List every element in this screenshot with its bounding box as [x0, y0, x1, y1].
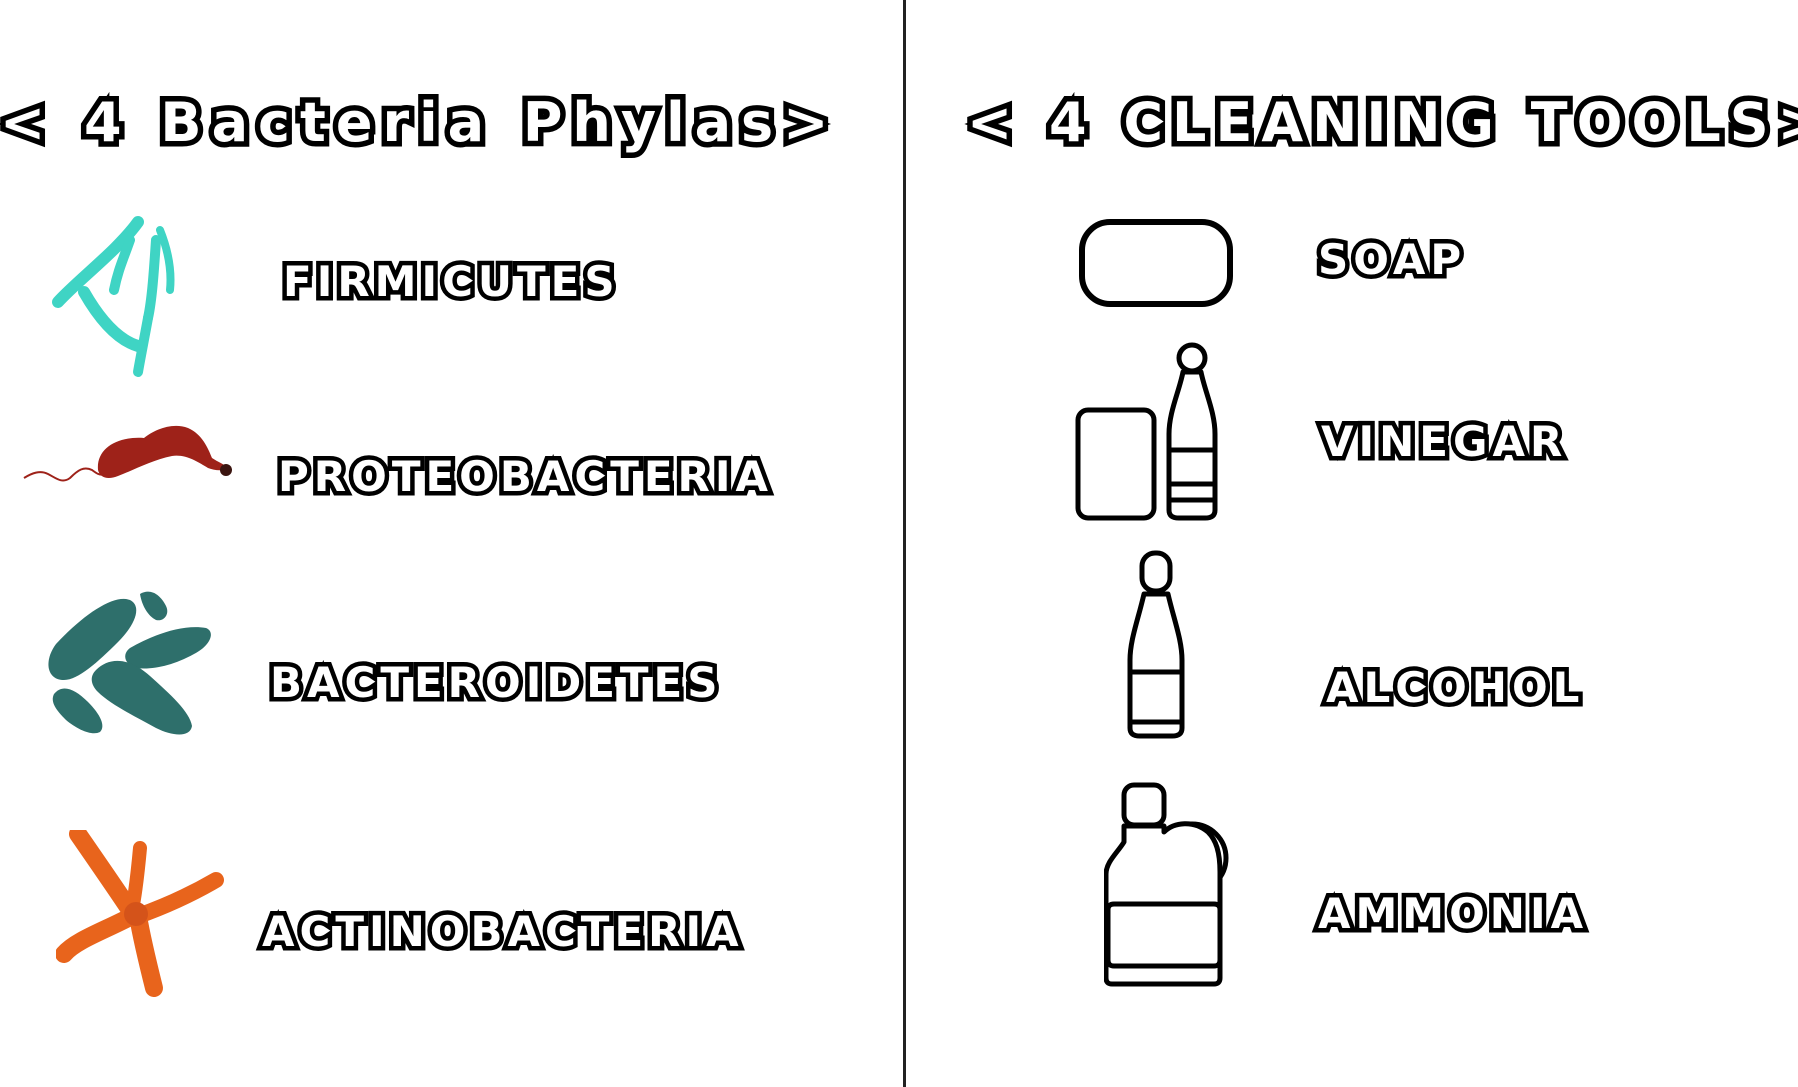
- soap-label: SOAP: [1313, 231, 1467, 289]
- bacteria-phyla-title: < 4 Bacteria Phylas>: [0, 86, 839, 160]
- bacteroidetes-label: BACTEROIDETES: [266, 654, 723, 712]
- vinegar-bottle-icon: [1075, 342, 1218, 521]
- vinegar-label: VINEGAR: [1316, 413, 1568, 471]
- proteobacteria-label: PROTEOBACTERIA: [273, 448, 774, 506]
- ammonia-jug-icon: [1104, 782, 1229, 987]
- bacteroidetes-bacteria-icon: [48, 591, 211, 735]
- panel-divider: [903, 0, 906, 1087]
- ammonia-label: AMMONIA: [1313, 885, 1589, 943]
- alcohol-label: ALCOHOL: [1321, 659, 1585, 717]
- alcohol-bottle-icon: [1127, 550, 1185, 739]
- soap-bar-icon: [1079, 219, 1233, 307]
- firmicutes-bacteria-icon: [52, 216, 175, 377]
- actinobacteria-bacteria-icon: [56, 830, 224, 997]
- cleaning-tools-title: < 4 CLEANING TOOLS>: [962, 86, 1798, 160]
- actinobacteria-label: ACTINOBACTERIA: [258, 903, 744, 961]
- firmicutes-label: FIRMICUTES: [279, 253, 620, 311]
- proteobacteria-bacteria-icon: [23, 425, 232, 482]
